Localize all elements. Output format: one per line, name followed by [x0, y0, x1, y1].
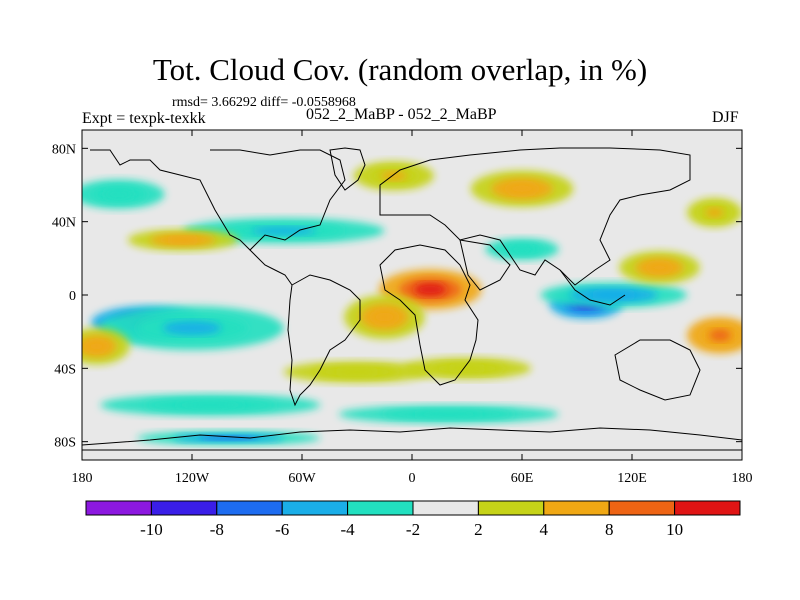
colorbar-box-7 [543, 500, 610, 516]
x-tick-label-5: 120E [617, 471, 647, 486]
y-tick-label-3: 40S [54, 362, 76, 377]
coast-south-america [287, 274, 361, 407]
colorbar-box-8 [608, 500, 676, 516]
colorbar-box-0 [85, 500, 152, 516]
colorbar-box-4 [347, 500, 414, 516]
colorbar-label-8: 10 [666, 520, 683, 539]
anomaly-blob-10-2 [646, 262, 673, 273]
season-label: DJF [712, 109, 739, 126]
anomaly-blob-6-2 [86, 340, 108, 353]
anomaly-blob-11-2 [505, 182, 539, 195]
y-tick-label-1: 40N [52, 216, 76, 231]
x-tick-label-1: 120W [175, 471, 210, 486]
x-tick-label-0: 180 [72, 471, 93, 486]
anomaly-blob-8-2 [251, 226, 316, 235]
coast-arabia [459, 239, 511, 291]
colorbar-box-3 [281, 500, 349, 516]
colorbar-label-3: -4 [341, 520, 356, 539]
anomaly-blob-12-2 [380, 171, 407, 181]
colorbar-label-1: -8 [210, 520, 224, 539]
colorbar-box-5 [412, 500, 479, 516]
coast-australia [614, 339, 701, 401]
anomaly-blob-14-2 [333, 368, 381, 376]
experiment-label: Expt = texpk-texkk [82, 110, 206, 127]
coast-antarctica [82, 427, 742, 446]
colorbar: -10 -8 -6 -4 -2 2 4 8 10 [85, 500, 741, 539]
coast-central-america [249, 249, 293, 286]
stats-text: rmsd= 3.66292 diff= -0.0558968 [172, 95, 356, 110]
map-title: Tot. Cloud Cov. (random overlap, in %) [152, 52, 648, 87]
anomaly-blob-3-2 [590, 290, 638, 300]
colorbar-label-0: -10 [140, 520, 163, 539]
anomaly-blob-13-2 [446, 364, 488, 372]
plot-area [81, 129, 743, 461]
x-tick-label-2: 60W [288, 471, 316, 486]
coast-eurasia [379, 147, 691, 286]
period-label: 052_2_MaBP - 052_2_MaBP [306, 106, 497, 123]
coast-southeast-asia [559, 269, 626, 306]
y-axis: 80N 40N 0 40S 80S [52, 142, 742, 451]
colorbar-label-6: 4 [540, 520, 549, 539]
x-tick-label-6: 180 [732, 471, 753, 486]
x-axis: 180 120W 60W 0 60E 120E 180 [72, 130, 753, 486]
colorbar-label-2: -6 [275, 520, 289, 539]
anomaly-blob-18-2 [510, 245, 534, 253]
anomaly-blob-20-2 [705, 207, 724, 218]
anomaly-blob-7-2 [709, 329, 731, 342]
anomaly-blob-0-2 [413, 283, 447, 296]
colorbar-label-5: 2 [474, 520, 483, 539]
coast-africa [379, 244, 479, 386]
colorbar-box-2 [216, 500, 283, 516]
anomaly-field [82, 161, 742, 446]
y-tick-label-0: 80N [52, 142, 76, 157]
coast-north-america [90, 149, 346, 251]
anomaly-blob-19-2 [104, 189, 134, 199]
colorbar-label-4: -2 [406, 520, 420, 539]
colorbar-label-7: 8 [605, 520, 614, 539]
colorbar-box-6 [477, 500, 545, 516]
coast-greenland [329, 147, 366, 191]
anomaly-blob-15-2 [175, 401, 246, 409]
colorbar-box-9 [674, 500, 741, 516]
y-tick-label-2: 0 [69, 289, 76, 304]
coastline [82, 147, 742, 451]
anomaly-blob-5-2 [162, 321, 222, 335]
colorbar-box-1 [150, 500, 218, 516]
anomaly-blob-9-2 [165, 236, 201, 244]
anomaly-blob-16-2 [413, 411, 484, 418]
y-tick-label-4: 80S [54, 436, 76, 451]
anomaly-blob-17-2 [199, 435, 258, 441]
anomaly-blob-1-2 [371, 310, 398, 324]
x-tick-label-4: 60E [511, 471, 534, 486]
x-tick-label-3: 0 [409, 471, 416, 486]
